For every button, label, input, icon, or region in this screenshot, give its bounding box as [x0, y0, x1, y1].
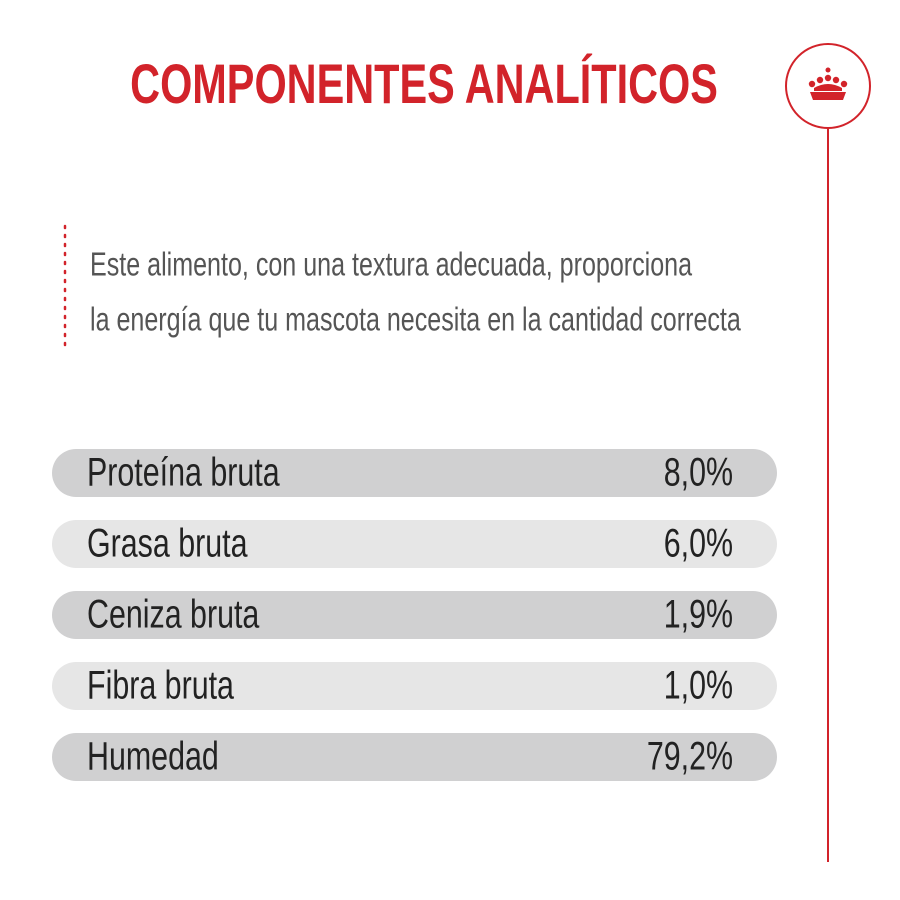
row-label-group: Humedad [87, 734, 219, 779]
row-label-group: Proteína bruta [87, 450, 280, 495]
row-value: 8,0% [664, 450, 733, 495]
row-value-group: 6,0% [664, 521, 733, 566]
table: Proteína bruta 8,0% Grasa bruta 6,0% Ceniza … [52, 449, 777, 781]
row-label-group: Fibra bruta [87, 663, 234, 708]
title-group: COMPONENTES ANALÍTICOS [130, 52, 718, 116]
row-background [52, 662, 777, 710]
row-label: Proteína bruta [87, 450, 280, 495]
description-line: la energía que tu mascota necesita en la… [90, 301, 741, 338]
row-value-group: 1,9% [664, 592, 733, 637]
row-value: 6,0% [664, 521, 733, 566]
row-background [52, 591, 777, 639]
row-label: Humedad [87, 734, 219, 779]
crown-icon [808, 67, 848, 100]
description-line: Este alimento, con una textura adecuada,… [90, 246, 693, 283]
row-value: 1,0% [664, 663, 733, 708]
description-line-group: la energía que tu mascota necesita en la… [90, 301, 741, 338]
row-background [52, 520, 777, 568]
row-background [52, 733, 777, 781]
description-line-group: Este alimento, con una textura adecuada,… [90, 246, 693, 283]
row-value: 1,9% [664, 592, 733, 637]
title: COMPONENTES ANALÍTICOS [130, 52, 718, 116]
row-value-group: 79,2% [647, 734, 733, 779]
row-value: 79,2% [647, 734, 733, 779]
row-label: Fibra bruta [87, 663, 234, 708]
row-label: Ceniza bruta [87, 592, 260, 637]
row-value-group: 8,0% [664, 450, 733, 495]
row-label: Grasa bruta [87, 521, 248, 566]
row-label-group: Grasa bruta [87, 521, 248, 566]
row-background [52, 449, 777, 497]
description: Este alimento, con una textura adecuada,… [90, 246, 741, 338]
row-label-group: Ceniza bruta [87, 592, 260, 637]
row-value-group: 1,0% [664, 663, 733, 708]
